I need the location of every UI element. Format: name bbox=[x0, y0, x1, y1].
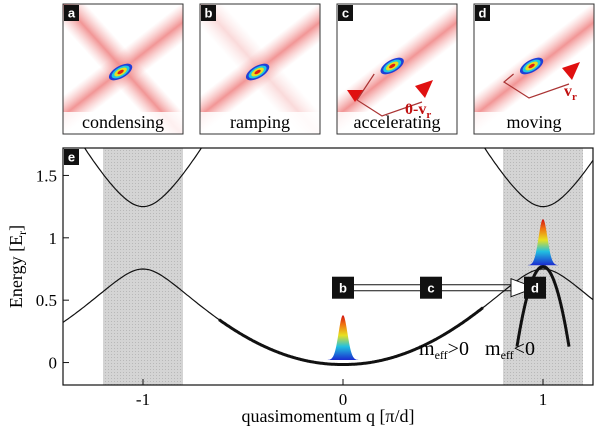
y-tick-label: 0.5 bbox=[36, 291, 57, 310]
text-part: ] bbox=[6, 225, 26, 231]
effective-mass-negative bbox=[515, 265, 571, 347]
effective-mass-positive bbox=[218, 306, 484, 366]
velocity-arrow bbox=[347, 90, 363, 102]
plot-frame bbox=[62, 147, 594, 386]
panel-frame bbox=[336, 3, 458, 135]
panel-caption: condensing bbox=[82, 112, 164, 132]
panel-caption: ramping bbox=[230, 112, 290, 132]
wave-packet bbox=[525, 219, 561, 266]
text-part: r bbox=[426, 109, 431, 121]
gap-region bbox=[103, 148, 183, 385]
panel-label: b bbox=[205, 6, 213, 21]
y-axis-label: Energy [Er] bbox=[6, 225, 29, 308]
panel-image bbox=[474, 4, 594, 134]
label-box bbox=[201, 5, 216, 21]
panel-caption: accelerating bbox=[354, 112, 441, 132]
atom-cloud bbox=[254, 69, 261, 75]
y-tick-label: 0 bbox=[49, 354, 58, 373]
marker-label: d bbox=[531, 281, 539, 296]
panel-frame bbox=[473, 3, 595, 135]
marker-box bbox=[332, 276, 354, 299]
text-part: m bbox=[485, 338, 501, 360]
panel-label: d bbox=[479, 6, 487, 21]
label-box bbox=[475, 5, 490, 21]
y-tick-label: 1 bbox=[49, 229, 58, 248]
velocity-arrow bbox=[562, 62, 580, 80]
text-part: r bbox=[572, 91, 577, 103]
panel-caption: moving bbox=[506, 112, 561, 132]
atom-cloud bbox=[389, 63, 396, 69]
panel-label: e bbox=[68, 150, 75, 165]
text-part: Energy [E bbox=[6, 235, 26, 308]
marker-label: b bbox=[339, 281, 347, 296]
mass-label: meff<0 bbox=[485, 338, 535, 362]
wave-packet bbox=[325, 315, 361, 361]
panel: b ramping bbox=[199, 3, 321, 135]
text-part: <0 bbox=[514, 338, 535, 360]
velocity-label: vr bbox=[564, 83, 577, 103]
panel-label: a bbox=[68, 6, 76, 21]
caption-bg bbox=[200, 112, 320, 134]
arrow-head bbox=[510, 277, 537, 298]
text-part: 0-v bbox=[405, 101, 426, 118]
text-part: eff bbox=[435, 348, 448, 362]
text-part: m bbox=[419, 338, 435, 360]
marker-box bbox=[420, 276, 442, 299]
panel-frame bbox=[62, 3, 184, 135]
panel-label: c bbox=[342, 6, 349, 21]
y-tick-label: 1.5 bbox=[36, 166, 57, 185]
caption-bg bbox=[337, 112, 457, 134]
label-box bbox=[64, 149, 79, 165]
text-part: eff bbox=[501, 348, 514, 362]
label-box bbox=[64, 5, 79, 21]
x-tick-label: 0 bbox=[339, 390, 348, 409]
x-axis-label: quasimomentum q [π/d] bbox=[241, 406, 414, 426]
bracket bbox=[356, 73, 423, 117]
text-part: >0 bbox=[448, 338, 469, 360]
label-box bbox=[338, 5, 353, 21]
atom-cloud bbox=[528, 63, 535, 69]
text-part: r bbox=[15, 231, 29, 235]
velocity-label: 0-vr bbox=[405, 101, 431, 121]
marker-label: c bbox=[427, 281, 434, 296]
caption-bg bbox=[474, 112, 594, 134]
panel: a condensing bbox=[62, 3, 184, 135]
panel-frame bbox=[199, 3, 321, 135]
mass-label: meff>0 bbox=[419, 338, 469, 362]
caption-bg bbox=[63, 112, 183, 134]
text-part: v bbox=[564, 83, 572, 100]
x-tick-label: 1 bbox=[539, 390, 548, 409]
upper-band bbox=[83, 148, 593, 208]
velocity-arrow bbox=[415, 80, 433, 98]
marker-box bbox=[524, 276, 546, 299]
panel-image bbox=[337, 4, 457, 134]
bracket bbox=[502, 73, 570, 99]
x-tick-label: -1 bbox=[136, 390, 150, 409]
atom-cloud bbox=[117, 69, 124, 75]
